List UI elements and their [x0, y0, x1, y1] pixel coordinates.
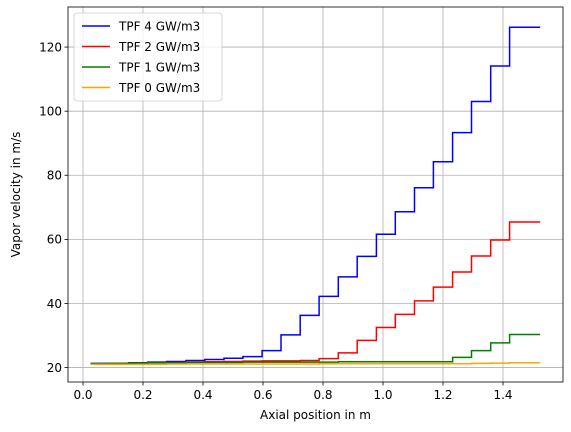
x-axis-ticks: 0.0 0.2 0.4 0.6 0.8 1.0 1.2 1.4 [73, 382, 513, 402]
series-line-1 [90, 26, 541, 365]
y-tick-label: 80 [47, 169, 62, 183]
y-axis-ticks: 20 40 60 80 100 120 [39, 40, 68, 375]
x-tick-label: 0.2 [133, 388, 152, 402]
series-line-4 [90, 362, 541, 366]
y-tick-label: 60 [47, 233, 62, 247]
legend-label-2: TPF 2 GW/m3 [118, 40, 200, 54]
series-line-3 [90, 333, 541, 365]
x-tick-label: 0.0 [73, 388, 92, 402]
y-tick-label: 120 [39, 40, 62, 54]
y-tick-label: 100 [39, 104, 62, 118]
x-tick-label: 1.0 [373, 388, 392, 402]
x-tick-label: 0.6 [253, 388, 272, 402]
x-axis-label: Axial position in m [260, 408, 371, 422]
legend-label-3: TPF 1 GW/m3 [118, 60, 200, 74]
x-tick-label: 0.4 [193, 388, 212, 402]
legend: TPF 4 GW/m3 TPF 2 GW/m3 TPF 1 GW/m3 TPF 0 G… [73, 12, 223, 102]
series-lines [90, 26, 541, 366]
x-tick-label: 1.2 [433, 388, 452, 402]
legend-box [73, 12, 223, 102]
legend-label-4: TPF 0 GW/m3 [118, 81, 200, 95]
y-tick-label: 20 [47, 361, 62, 375]
y-tick-label: 40 [47, 297, 62, 311]
grid [68, 7, 563, 382]
x-tick-label: 0.8 [313, 388, 332, 402]
y-axis-label: Vapor velocity in m/s [9, 132, 23, 258]
legend-label-1: TPF 4 GW/m3 [118, 19, 200, 33]
plot-frame [67, 6, 564, 383]
x-tick-label: 1.4 [493, 388, 512, 402]
